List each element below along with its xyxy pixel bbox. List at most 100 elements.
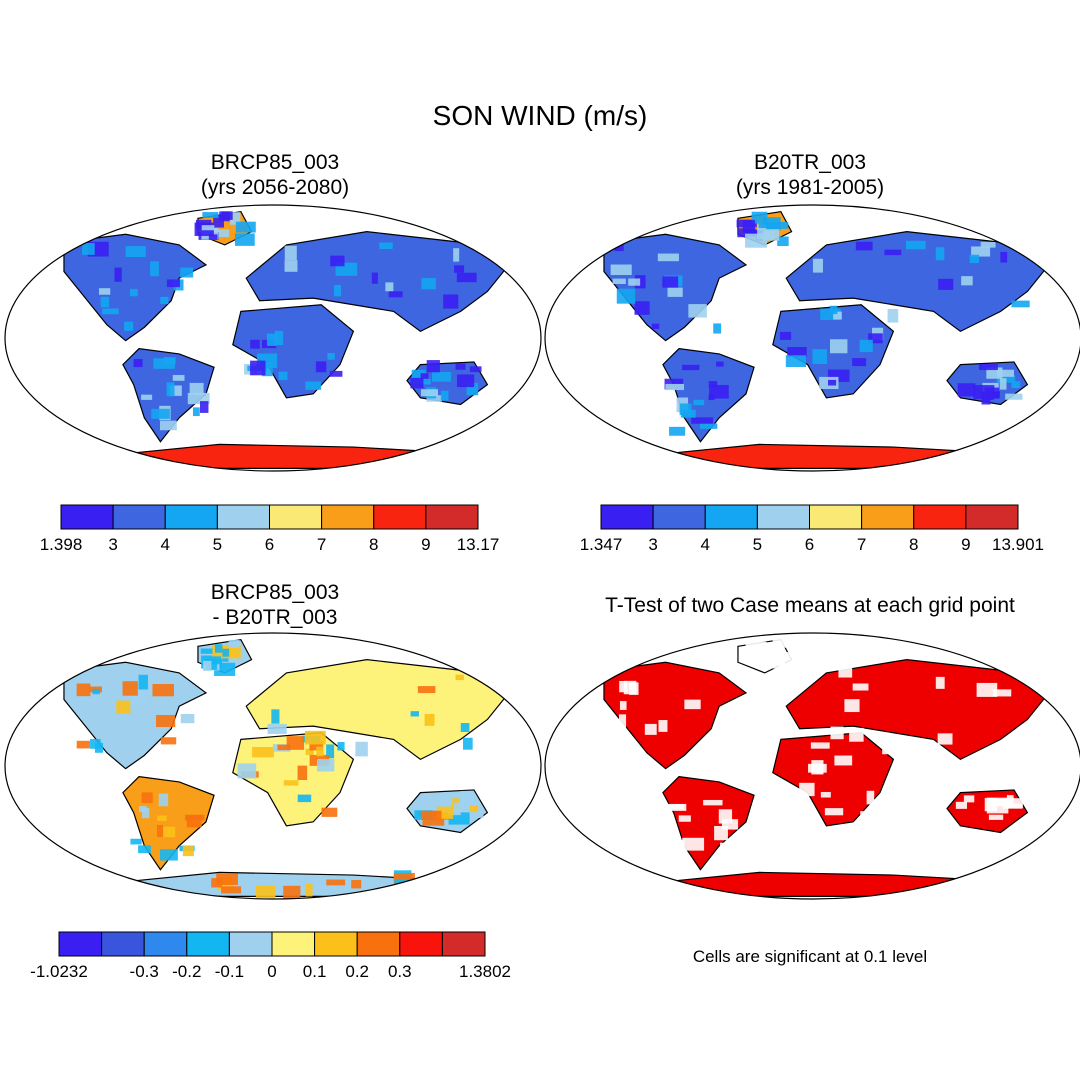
grid-cell [305, 748, 314, 756]
grid-cell [996, 369, 1015, 377]
grid-cell [326, 744, 335, 759]
grid-cell [200, 648, 213, 654]
grid-cell [94, 742, 104, 753]
grid-cell [829, 305, 838, 315]
grid-cell [284, 245, 297, 260]
grid-cell [938, 278, 954, 290]
grid-cell [971, 246, 991, 257]
grid-cell [866, 790, 875, 805]
colorbar-box [441, 931, 486, 957]
grid-cell [160, 296, 169, 305]
grid-cell [834, 755, 853, 766]
colorbar-tick-label: -1.0232 [30, 962, 88, 981]
grid-cell [141, 394, 153, 400]
grid-cell [330, 255, 345, 267]
grid-cell [665, 803, 687, 811]
colorbar-box [965, 504, 1019, 530]
colorbar-tick-label: 0.2 [345, 962, 370, 981]
colorbar-box [271, 931, 316, 957]
grid-cell [208, 234, 218, 240]
grid-cell [304, 730, 326, 745]
grid-cell [152, 684, 174, 697]
colorbar-box [399, 931, 443, 957]
colorbar-box [164, 504, 218, 530]
colorbar-box [186, 931, 230, 957]
grid-cell [963, 795, 975, 803]
map-b20tr [544, 204, 1080, 472]
map-border [544, 204, 1080, 472]
grid-cell [230, 212, 241, 225]
grid-cell [682, 837, 705, 851]
grid-cell [278, 371, 288, 381]
grid-cell [455, 674, 464, 681]
grid-cell [610, 264, 632, 276]
grid-cell [716, 361, 724, 367]
grid-cell [355, 741, 368, 757]
grid-cell [623, 749, 639, 759]
panel-title-rcp85: BRCP85_003 (yrs 2056-2080) [100, 150, 450, 200]
grid-cell [820, 791, 831, 798]
grid-cell [644, 723, 657, 735]
grid-cell [186, 815, 202, 828]
grid-cell [628, 682, 639, 695]
colorbar-b20tr [600, 504, 1019, 530]
grid-cell [283, 780, 299, 786]
grid-cell [100, 296, 110, 308]
grid-cell [160, 737, 177, 745]
grid-cell [757, 224, 767, 239]
grid-cell [92, 688, 100, 695]
continent-africa [232, 304, 355, 399]
grid-cell [852, 358, 867, 367]
grid-cell [141, 792, 153, 804]
grid-cell [713, 323, 722, 334]
colorbar-box [321, 504, 375, 530]
grid-cell [250, 360, 266, 376]
grid-cell [201, 225, 215, 231]
grid-cell [976, 682, 998, 697]
grid-cell [211, 229, 230, 238]
grid-cell [771, 646, 780, 657]
grid-cell [166, 279, 180, 288]
grid-cell [830, 726, 844, 740]
grid-cell [657, 253, 679, 262]
grid-cell [266, 333, 277, 346]
grid-cell [213, 214, 224, 228]
grid-cell [157, 815, 167, 821]
grid-cell [129, 288, 138, 297]
grid-cell [753, 645, 774, 655]
grid-cell [122, 681, 138, 696]
grid-cell [124, 321, 134, 331]
colorbar-tick-label: 1.3802 [459, 962, 511, 981]
panel-title-diff-line2: - B20TR_003 [212, 606, 338, 629]
grid-cell [281, 879, 288, 885]
grid-cell [214, 644, 223, 653]
grid-cell [838, 663, 853, 678]
colorbar-box [356, 931, 401, 957]
grid-cell [469, 366, 482, 373]
grid-cell [237, 763, 257, 779]
grid-cell [463, 737, 473, 750]
grid-cell [420, 373, 429, 382]
grid-cell [156, 824, 164, 838]
continent-africa [772, 732, 895, 827]
grid-cell [316, 746, 324, 757]
grid-cell [787, 347, 807, 357]
map-border [4, 632, 542, 900]
grid-cell [986, 797, 1008, 806]
panel-title-diff-line1: BRCP85_003 [210, 581, 340, 604]
grid-cell [410, 377, 424, 389]
grid-cell [955, 801, 968, 809]
grid-cell [691, 417, 714, 424]
colorbar-box [809, 504, 863, 530]
colorbar-box [143, 931, 188, 957]
colorbar-tick-label: 5 [212, 535, 223, 554]
panel-title-rcp85-line2: (yrs 2056-2080) [200, 176, 350, 199]
grid-cell [448, 812, 470, 825]
grid-cell [778, 652, 794, 666]
grid-cell [859, 339, 873, 353]
colorbar-box [269, 504, 323, 530]
grid-cell [980, 241, 996, 248]
grid-cell [849, 727, 864, 742]
grid-cell [329, 370, 343, 377]
